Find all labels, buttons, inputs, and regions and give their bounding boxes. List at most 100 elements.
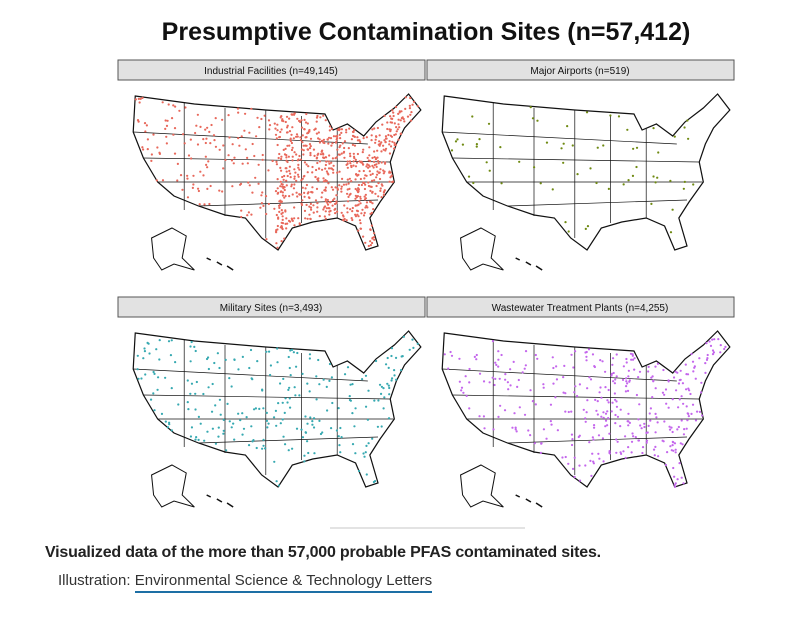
site-dot (648, 412, 651, 415)
site-dot (262, 204, 265, 207)
site-dot (297, 175, 300, 178)
site-dot (326, 203, 330, 206)
credit: Illustration: Environmental Science & Te… (58, 572, 433, 593)
site-dot (536, 357, 539, 360)
site-dot (570, 353, 573, 356)
site-dot (345, 131, 348, 134)
site-dot (674, 451, 677, 454)
site-dot (406, 115, 410, 118)
site-dot (286, 131, 289, 134)
site-dot (165, 135, 168, 138)
site-dot (214, 442, 218, 445)
site-dot (297, 217, 300, 220)
site-dot (485, 161, 488, 164)
site-dot (382, 172, 385, 175)
site-dot (261, 153, 264, 157)
site-dot (664, 388, 668, 391)
site-dot (247, 211, 250, 214)
site-dot (670, 426, 673, 429)
site-dot (376, 149, 379, 152)
site-dot (315, 156, 319, 159)
site-dot (169, 354, 173, 357)
site-dot (137, 97, 140, 100)
site-dot (189, 392, 192, 395)
site-dot (412, 346, 415, 349)
site-dot (562, 391, 565, 394)
site-dot (488, 381, 491, 384)
site-dot (416, 105, 420, 108)
site-dot (691, 360, 695, 363)
site-dot (603, 370, 607, 373)
site-dot (380, 161, 383, 164)
site-dot (320, 196, 323, 199)
site-dot (303, 195, 306, 198)
site-dot (278, 206, 281, 209)
site-dot (343, 204, 346, 207)
site-dot (306, 217, 309, 220)
site-dot (689, 392, 692, 396)
site-dot (156, 146, 159, 149)
site-dot (363, 177, 366, 180)
site-dot (334, 186, 337, 189)
site-dot (208, 130, 211, 133)
site-dot (682, 187, 685, 190)
site-dot (288, 165, 291, 168)
site-dot (298, 394, 301, 397)
site-dot (282, 148, 285, 151)
site-dot (594, 398, 597, 401)
site-dot (243, 112, 247, 115)
site-dot (611, 357, 615, 360)
state-line (507, 199, 688, 207)
site-dot (217, 435, 220, 438)
site-dot (332, 135, 336, 138)
site-dot (309, 145, 312, 148)
site-dot (340, 131, 343, 134)
site-dot (288, 144, 291, 147)
site-dot (309, 416, 312, 419)
site-dot (160, 412, 164, 415)
site-dot (460, 386, 464, 389)
site-dot (301, 436, 305, 439)
site-dot (222, 429, 225, 432)
site-dot (351, 210, 354, 213)
site-dot (300, 428, 303, 431)
site-dot (315, 375, 318, 378)
site-dot (186, 196, 190, 199)
site-dot (192, 174, 195, 177)
site-dot (622, 365, 625, 368)
site-dot (267, 169, 270, 172)
site-dot (161, 179, 165, 182)
caption: Visualized data of the more than 57,000 … (45, 544, 601, 561)
site-dot (372, 208, 375, 211)
site-dot (371, 437, 374, 440)
site-dot (293, 386, 296, 389)
site-dot (361, 162, 364, 165)
site-dot (202, 392, 205, 396)
site-dot (335, 200, 338, 203)
site-dot (371, 237, 374, 240)
site-dot (342, 219, 345, 222)
site-dot (627, 369, 630, 372)
credit-link[interactable]: Environmental Science & Technology Lette… (134, 572, 433, 593)
site-dot (534, 403, 537, 406)
site-dot (143, 350, 147, 353)
site-dot (296, 159, 299, 162)
site-dot (377, 182, 380, 185)
site-dot (285, 126, 289, 129)
site-dot (301, 372, 304, 375)
site-dot (571, 144, 574, 147)
site-dot (367, 159, 370, 162)
site-dot (328, 125, 332, 128)
site-dot (694, 377, 697, 380)
site-dot (316, 161, 319, 165)
site-dot (181, 188, 184, 191)
site-dot (289, 139, 293, 143)
site-dot (346, 200, 350, 203)
site-dot (600, 396, 603, 399)
site-dot (301, 141, 304, 144)
site-dot (654, 387, 657, 390)
site-dot (317, 177, 320, 180)
site-dot (632, 147, 635, 150)
site-dot (692, 183, 695, 186)
site-dot (639, 424, 642, 427)
